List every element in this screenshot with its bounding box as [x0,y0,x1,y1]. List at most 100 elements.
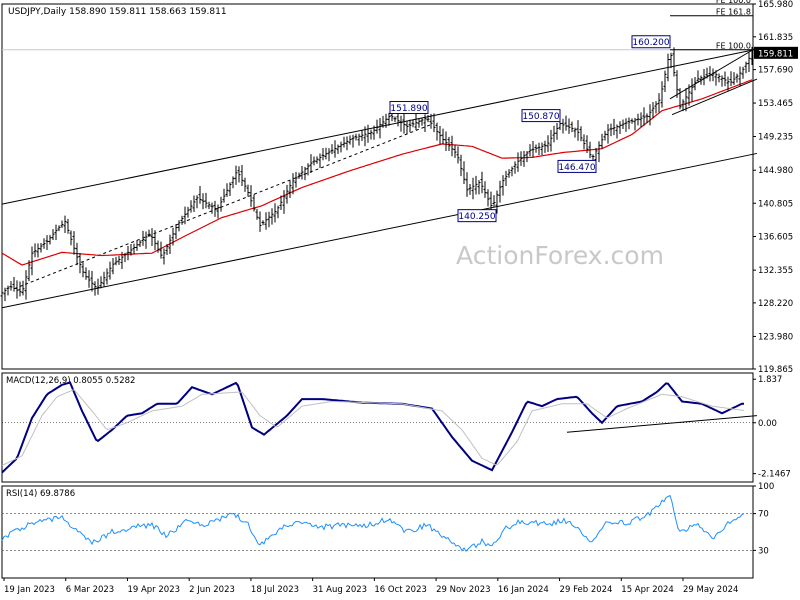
price-bar [432,113,436,133]
price-bar [360,129,364,142]
price-y-tick-label: 157.690 [758,66,793,76]
price-bar [273,203,277,223]
price-bar [351,134,355,148]
price-bar [297,172,301,179]
price-y-tick-label: 128.220 [758,299,793,309]
price-bar [117,255,121,265]
fib-label: FE 161.8 [716,8,751,17]
price-bar [42,238,46,249]
price-bar [285,184,289,204]
price-bar [219,196,223,212]
price-bar [666,53,670,82]
price-bar [234,165,238,185]
price-bar [108,261,112,280]
price-bar [237,166,241,183]
channel-upper-line [1,47,763,205]
price-y-tick-label: 144.980 [758,166,793,176]
price-bar [387,112,391,126]
macd-title: MACD(12,26,9) 0.8055 0.5282 [6,376,135,386]
price-bar [240,165,244,186]
price-bar [693,76,697,91]
price-bar [474,175,478,195]
price-bar [678,88,682,110]
price-bar [36,243,40,258]
price-annotation-box [631,35,671,49]
price-bar [414,113,418,131]
price-bar [186,206,190,218]
price-bar [246,184,250,197]
price-bar [600,133,604,149]
price-bar [579,126,583,142]
price-bar [15,280,19,299]
price-bar [555,123,559,140]
price-bar [156,240,160,253]
price-bar [39,243,43,253]
price-bar [210,202,214,214]
dashed-trend-line [13,123,433,290]
macd-panel-frame [1,372,754,483]
price-bar [549,129,553,152]
price-bar [582,134,586,150]
price-bar [276,205,280,219]
price-bar [450,135,454,157]
price-bar [171,227,175,246]
price-bar [102,271,106,287]
price-y-tick-label: 136.605 [758,233,793,243]
price-bar [312,156,316,166]
price-bar [699,75,703,85]
price-bar [321,148,325,161]
price-bar [429,113,433,129]
price-bar [363,126,367,147]
price-bar [408,119,412,133]
rsi-panel-frame [1,485,754,579]
price-bar [636,113,640,126]
price-bar [390,113,394,122]
price-bar [513,161,517,174]
axes: 165.980 161.835 157.690 153.465 149.235 144.9… [3,0,798,595]
price-bar [603,130,607,141]
price-bar [336,144,340,154]
price-bar [402,111,406,134]
price-bar [75,242,79,266]
price-bar [651,101,655,119]
macd-y-tick-label: 0.00 [758,419,777,429]
price-bar [648,104,652,126]
price-bar [162,248,166,265]
price-bar [411,119,415,128]
price-bar [525,151,529,163]
price-bar [639,112,643,127]
price-bar [33,243,37,258]
price-bar [435,122,439,141]
price-panel-frame [1,3,754,370]
price-bar [456,146,460,164]
price-bar [729,71,733,87]
price-bar [375,119,379,134]
price-bar [552,125,556,143]
price-bar [564,115,568,131]
rsi-line [1,494,745,552]
panel-frames [1,3,754,579]
rsi-y-tick-label: 30 [758,546,769,556]
symbol-header: USDJPY,Daily 158.890 159.811 158.663 159… [8,7,227,17]
price-bar [750,46,754,65]
price-bar [24,270,28,300]
price-annotation-label: 140.250 [458,212,495,222]
price-bar [663,70,667,92]
price-bar [441,128,445,145]
price-bar [138,240,142,247]
moving-average-line [1,79,753,266]
price-bar [177,220,181,232]
price-bar [243,177,247,192]
price-bar [576,120,580,141]
price-bar [195,195,199,209]
price-annotation-label: 150.870 [522,112,559,122]
price-bar [393,116,397,123]
price-bar [507,169,511,178]
price-bar [282,190,286,214]
price-annotation-label: 151.890 [390,104,427,114]
price-bar [135,239,139,251]
price-bar [21,280,25,296]
price-bar [696,70,700,83]
price-bar [348,135,352,145]
